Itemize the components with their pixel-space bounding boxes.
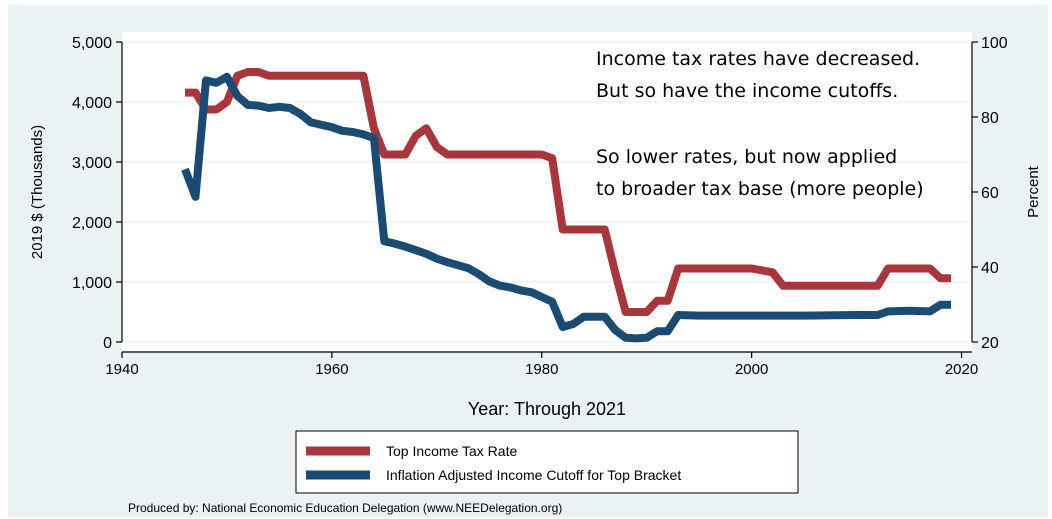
x-tick-label: 1940 — [105, 361, 138, 378]
annotation-line-1: Income tax rates have decreased. — [596, 48, 920, 70]
x-tick-label: 2000 — [735, 361, 768, 378]
y-tick-label: 2,000 — [72, 215, 112, 232]
y-axis-title: 2019 $ (Thousands) — [29, 125, 46, 259]
chart-svg: 0 1,000 2,000 3,000 4,000 5,000 20 40 60 80 100 194… — [29, 32, 1042, 515]
y-tick-label: 3,000 — [72, 155, 112, 172]
y-tick-label: 4,000 — [72, 95, 112, 112]
grid-lines — [122, 41, 972, 343]
y-tick-label: 0 — [103, 335, 112, 352]
y2-tick-label: 80 — [981, 110, 999, 127]
annotation-block: Income tax rates have decreased. But so … — [596, 48, 924, 200]
x-tick-label: 1960 — [315, 361, 348, 378]
series-lines — [181, 68, 951, 343]
y2-tick-label: 40 — [981, 260, 999, 277]
legend-label-tax-rate: Top Income Tax Rate — [386, 443, 517, 459]
x-axis-title: Year: Through 2021 — [468, 399, 626, 419]
annotation-line-5: to broader tax base (more people) — [596, 178, 924, 200]
y-tick-label: 1,000 — [72, 275, 112, 292]
y-tick-label: 5,000 — [72, 35, 112, 52]
footer-credit: Produced by: National Economic Education… — [128, 501, 562, 515]
legend-label-income-cutoff: Inflation Adjusted Income Cutoff for Top… — [386, 467, 681, 483]
y2-tick-label: 20 — [981, 335, 999, 352]
series-line-tax-rate — [185, 68, 951, 316]
legend: Top Income Tax Rate Inflation Adjusted I… — [295, 430, 799, 494]
annotation-line-4: So lower rates, but now applied — [596, 146, 897, 168]
x-tick-label: 1980 — [525, 361, 558, 378]
x-tick-label: 2020 — [945, 361, 978, 378]
y2-tick-label: 60 — [981, 185, 999, 202]
axes: 0 1,000 2,000 3,000 4,000 5,000 20 40 60 80 100 194… — [72, 35, 1008, 378]
annotation-line-2: But so have the income cutoffs. — [596, 80, 898, 102]
series-line-income-cutoff — [181, 72, 951, 343]
y2-tick-label: 100 — [981, 35, 1008, 52]
legend-box — [295, 430, 799, 494]
chart-frame: 0 1,000 2,000 3,000 4,000 5,000 20 40 60 80 100 194… — [8, 5, 1048, 517]
y2-axis-title: Percent — [1025, 165, 1042, 218]
